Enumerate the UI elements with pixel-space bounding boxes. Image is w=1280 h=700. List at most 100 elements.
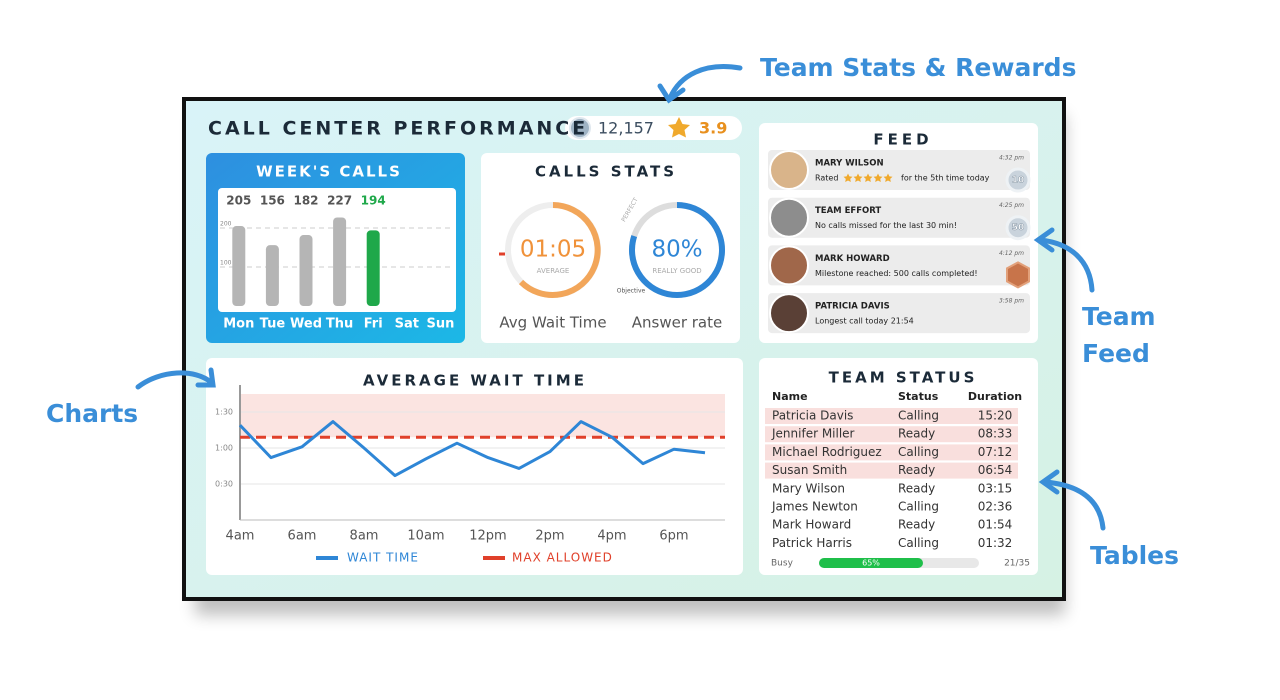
feed-item xyxy=(768,245,1030,286)
gauge-value: 01:05 xyxy=(520,237,586,263)
feed-text: Milestone reached: 500 calls completed! xyxy=(815,269,978,278)
star-icon xyxy=(853,173,863,182)
avatar xyxy=(769,245,809,286)
x-tick-label: 12pm xyxy=(469,529,506,544)
feed-item xyxy=(768,150,1030,190)
table-cell: Calling xyxy=(898,409,939,423)
row-highlight xyxy=(765,408,1018,424)
star-icon xyxy=(843,173,853,182)
rating: 3.9 xyxy=(699,119,727,138)
x-tick-label: Mon xyxy=(223,317,254,332)
table-cell: Ready xyxy=(898,518,935,532)
value-label: 194 xyxy=(361,194,386,208)
busy-count: 21/35 xyxy=(1004,559,1030,569)
y-tick-label: 100 xyxy=(220,260,232,267)
annotation-arrows xyxy=(135,64,1106,531)
badge xyxy=(1005,167,1031,193)
x-tick-label: Wed xyxy=(290,317,322,332)
feed-item xyxy=(768,197,1030,238)
panel-title: AVERAGE WAIT TIME xyxy=(363,372,587,390)
panel-title: FEED xyxy=(873,131,932,149)
bar xyxy=(232,226,246,306)
y-tick-label: 1:30 xyxy=(215,408,233,417)
row-highlight xyxy=(765,462,1018,479)
row-highlight xyxy=(765,426,1018,443)
bar xyxy=(299,235,313,306)
feed-item xyxy=(768,293,1030,334)
threshold-band xyxy=(240,394,725,438)
annotation: Team xyxy=(1082,302,1156,331)
table-cell: 01:32 xyxy=(978,536,1013,550)
feed-text: No calls missed for the last 30 min! xyxy=(815,221,957,230)
bar xyxy=(265,245,279,306)
table-cell: Calling xyxy=(898,536,939,550)
table-cell: Patrick Harris xyxy=(772,536,852,550)
column-header: Name xyxy=(772,390,808,403)
table-cell: Calling xyxy=(898,445,939,459)
badge xyxy=(1005,215,1031,241)
annotation: Charts xyxy=(46,399,138,428)
avatar xyxy=(769,150,809,190)
bar xyxy=(333,217,347,306)
table-cell: Ready xyxy=(898,481,935,495)
gauge-arc xyxy=(518,202,601,298)
gauge-value: 80% xyxy=(651,237,702,263)
rating-star xyxy=(668,117,690,138)
gauge-caption: Avg Wait Time xyxy=(499,314,606,332)
feed-name: PATRICIA DAVIS xyxy=(815,302,890,312)
badge-label: 10 xyxy=(1012,176,1025,186)
x-tick-label: 6am xyxy=(288,529,317,544)
bar xyxy=(366,230,380,306)
legend-label: WAIT TIME xyxy=(347,551,419,565)
x-tick-label: 4pm xyxy=(597,529,626,544)
feed-text: Rated xyxy=(815,174,838,183)
feed-time: 3:58 pm xyxy=(999,298,1024,305)
gauge-sublabel: REALLY GOOD xyxy=(652,267,701,275)
stats-pill xyxy=(565,116,742,140)
annotation: Team Stats & Rewards xyxy=(760,53,1076,82)
table-cell: Mark Howard xyxy=(772,518,851,532)
star-icon xyxy=(863,173,873,182)
x-tick-label: Sun xyxy=(426,317,454,332)
gauge-caption: Answer rate xyxy=(632,314,722,332)
feed-time: 4:32 pm xyxy=(999,155,1024,162)
table-cell: Jennifer Miller xyxy=(771,427,855,441)
busy-label: Busy xyxy=(771,559,794,569)
progress-label: 65% xyxy=(862,559,880,568)
annotation: Feed xyxy=(1082,339,1150,368)
value-label: 182 xyxy=(293,194,318,208)
table-cell: Susan Smith xyxy=(772,463,847,477)
feed-time: 4:25 pm xyxy=(999,202,1024,209)
table-cell: Michael Rodriguez xyxy=(772,445,882,459)
panel-title: WEEK'S CALLS xyxy=(256,163,402,181)
y-tick-label: 1:00 xyxy=(215,444,233,453)
table-cell: 01:54 xyxy=(978,518,1013,532)
panel-title: TEAM STATUS xyxy=(829,369,978,387)
feed-name: TEAM EFFORT xyxy=(815,206,881,216)
table-cell: 15:20 xyxy=(978,409,1013,423)
x-tick-label: 10am xyxy=(407,529,444,544)
table-cell: 02:36 xyxy=(978,500,1013,514)
feed-time: 4:12 pm xyxy=(999,250,1024,257)
table-cell: 03:15 xyxy=(978,481,1013,495)
points: 12,157 xyxy=(598,119,654,138)
y-tick-label: 0:30 xyxy=(215,480,233,489)
feed-name: MARK HOWARD xyxy=(815,254,890,264)
points-coin xyxy=(569,117,591,139)
x-tick-label: 6pm xyxy=(659,529,688,544)
table-cell: Patricia Davis xyxy=(772,409,853,423)
badge xyxy=(1006,261,1030,289)
table-cell: Calling xyxy=(898,500,939,514)
x-tick-label: Thu xyxy=(326,317,353,332)
x-tick-label: Tue xyxy=(260,317,286,332)
star-icon xyxy=(873,173,883,182)
table-cell: Mary Wilson xyxy=(772,481,845,495)
table-cell: 06:54 xyxy=(978,463,1013,477)
feed-text: for the 5th time today xyxy=(901,174,990,183)
objective-note: Objective xyxy=(617,288,646,295)
gauge-sublabel: AVERAGE xyxy=(537,267,570,275)
value-label: 227 xyxy=(327,194,352,208)
table-cell: Ready xyxy=(898,427,935,441)
badge-label: 50 xyxy=(1012,223,1025,233)
table-cell: 07:12 xyxy=(978,445,1013,459)
